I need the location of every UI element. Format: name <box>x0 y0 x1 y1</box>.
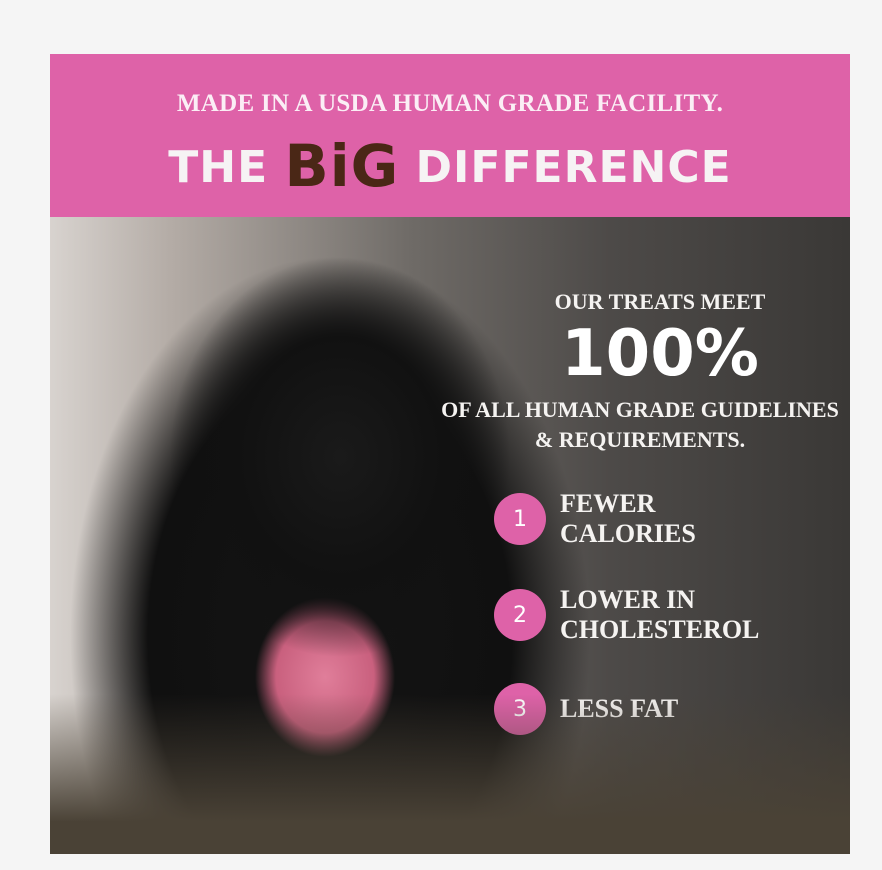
benefit-item: 3 LESS FAT <box>494 683 760 735</box>
product-image[interactable]: MADE IN A USDA HUMAN GRADE FACILITY. THE… <box>50 54 850 854</box>
claim-line2: OF ALL HUMAN GRADE GUIDELINES & REQUIREM… <box>441 397 839 452</box>
headline-difference: DIFFERENCE <box>415 142 732 193</box>
headline-the: THE <box>168 142 269 193</box>
number-badge: 2 <box>494 589 546 641</box>
claim-percent: 100% <box>561 317 759 391</box>
benefit-label: LESS FAT <box>560 694 679 723</box>
headline-big: BiG <box>284 132 400 200</box>
benefit-item: 1 FEWER CALORIES <box>494 489 760 549</box>
banner-headline: THE BiG DIFFERENCE <box>50 132 850 200</box>
number-badge: 1 <box>494 493 546 545</box>
benefit-label: LOWER IN CHOLESTEROL <box>560 585 760 644</box>
claim-line1: OUR TREATS MEET <box>554 289 766 314</box>
benefit-item: 2 LOWER IN CHOLESTEROL <box>494 585 760 645</box>
header-banner: MADE IN A USDA HUMAN GRADE FACILITY. THE… <box>50 54 850 217</box>
benefit-label: FEWER CALORIES <box>560 489 696 548</box>
number-badge: 3 <box>494 683 546 735</box>
dog-photo: OUR TREATS MEET 100% OF ALL HUMAN GRADE … <box>50 217 850 854</box>
banner-subtitle: MADE IN A USDA HUMAN GRADE FACILITY. <box>176 90 724 117</box>
